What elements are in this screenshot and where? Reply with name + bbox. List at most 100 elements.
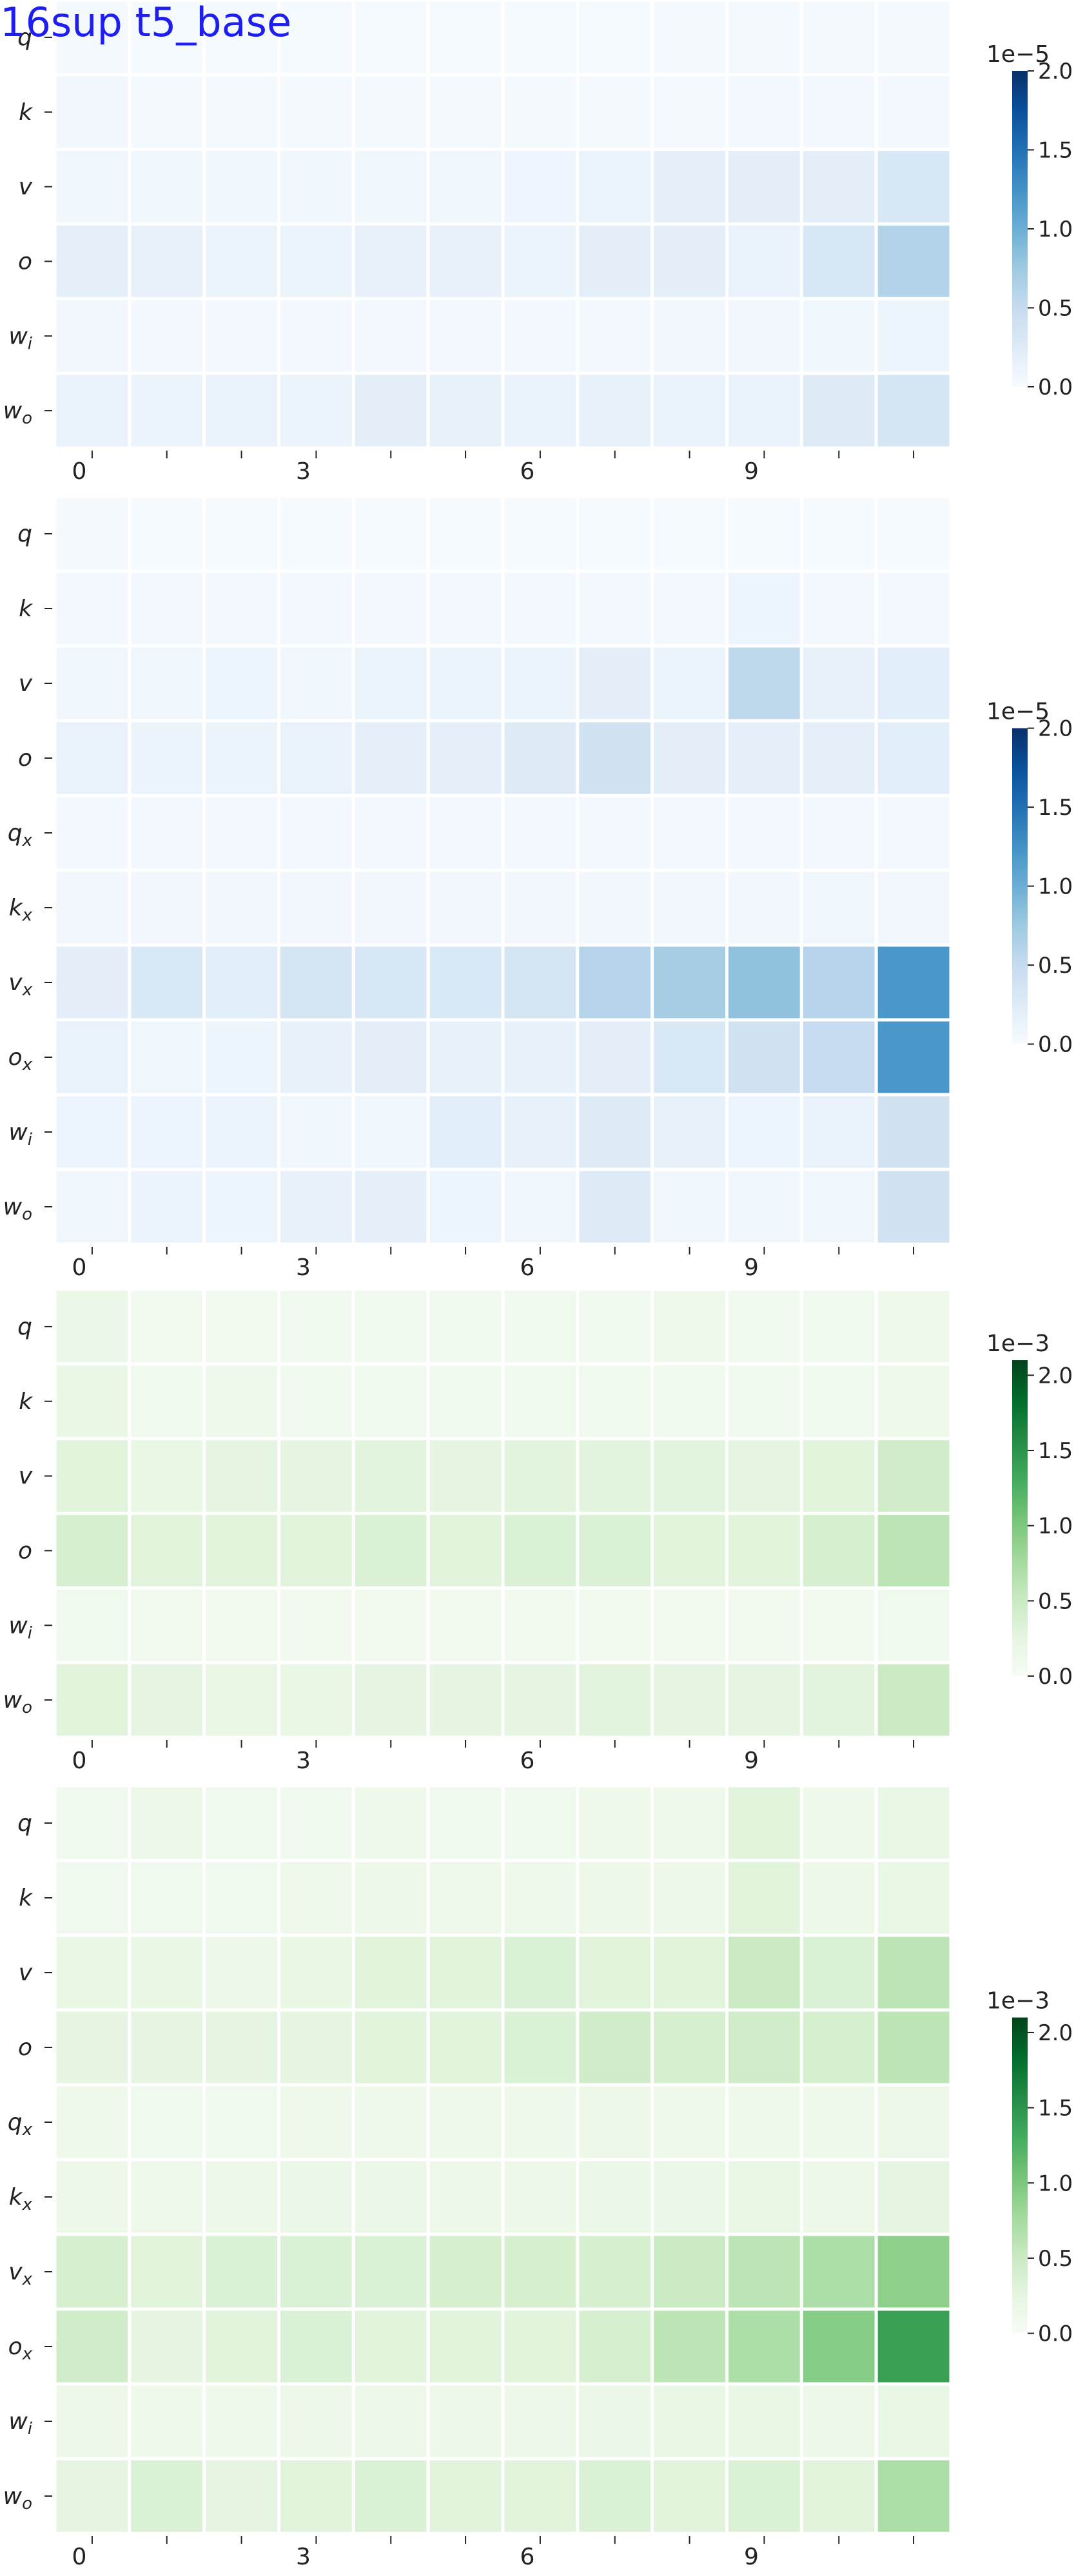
heatmap-cell (725, 1362, 803, 1441)
heatmap-cell (128, 868, 206, 947)
heatmap-cell (426, 719, 505, 797)
x-tick-label: 0 (72, 458, 86, 485)
heatmap-cell (874, 1437, 953, 1516)
heatmap-cell (128, 794, 206, 872)
heatmap-cell (53, 1661, 132, 1739)
heatmap-cell (426, 2083, 505, 2161)
y-tick-label: o (18, 1537, 32, 1564)
heatmap-cell (576, 1859, 654, 1937)
heatmap-cell (53, 1018, 132, 1097)
heatmap-cell (426, 73, 505, 151)
heatmap-cell (501, 371, 580, 450)
heatmap-cell (128, 943, 206, 1022)
heatmap-cell (501, 2382, 580, 2461)
heatmap-cell (576, 2083, 654, 2161)
heatmap-cell (874, 1933, 953, 2012)
heatmap-cell (650, 943, 729, 1022)
heatmap-cell (202, 1784, 280, 1862)
heatmap-cell (650, 719, 729, 797)
heatmap-cell (576, 1093, 654, 1171)
heatmap-cell (874, 148, 953, 226)
heatmap-cell (128, 644, 206, 723)
heatmap-cell (576, 1586, 654, 1664)
y-tick-label: k (19, 596, 34, 622)
heatmap-cell (277, 1859, 355, 1937)
heatmap-cell (351, 1018, 430, 1097)
colorbar-tick-label: 0.5 (1038, 2246, 1073, 2272)
heatmap-cell (725, 868, 803, 947)
heatmap-cell (351, 794, 430, 872)
heatmap-cell (53, 494, 132, 573)
heatmap-cell (426, 2457, 505, 2535)
heatmap-cell (501, 2307, 580, 2386)
heatmap-cell (128, 0, 206, 77)
heatmap-cell (501, 2457, 580, 2535)
heatmap-cell (426, 569, 505, 648)
heatmap-cell (501, 794, 580, 872)
heatmap-panel-4: q k v o qx kx vx ox wi wo 0 3 6 9 1e−3 0.0 0.5 1.0 1.5 2.0 (3, 1784, 1073, 2570)
heatmap-cell (725, 2083, 803, 2161)
heatmap-cell (53, 297, 132, 375)
heatmap-cell (202, 1586, 280, 1664)
heatmap-cell (650, 2382, 729, 2461)
heatmap-cell (501, 1661, 580, 1739)
heatmap-cell (53, 1093, 132, 1171)
heatmap-cell (799, 569, 878, 648)
heatmap-cell (799, 644, 878, 723)
heatmap-cell (351, 943, 430, 1022)
heatmap-cell (128, 1093, 206, 1171)
heatmap-cell (576, 868, 654, 947)
heatmap-cell (277, 1512, 355, 1590)
heatmap-cell (874, 1661, 953, 1739)
heatmap-cell (799, 1167, 878, 1246)
heatmap-cell (202, 1933, 280, 2012)
heatmap-cell (501, 148, 580, 226)
heatmap-cell (202, 794, 280, 872)
heatmap-cell (277, 569, 355, 648)
heatmap-cell (202, 148, 280, 226)
heatmap-cell (501, 1018, 580, 1097)
heatmap-cell (351, 2008, 430, 2087)
heatmap-cell (650, 1287, 729, 1366)
heatmap-cell (351, 2158, 430, 2236)
heatmap-panel-1: q k v o wi wo 0 3 6 9 1e−5 0.0 0.5 1.0 1.5 2.0 (3, 0, 1073, 485)
heatmap-cell (426, 1093, 505, 1171)
heatmap-cell (725, 1018, 803, 1097)
heatmap-cell (426, 1661, 505, 1739)
y-tick-label: wi (8, 1119, 32, 1149)
heatmap-cell (874, 644, 953, 723)
heatmap-cell (874, 1287, 953, 1366)
heatmap-cell (501, 2232, 580, 2311)
heatmap-cell (576, 1437, 654, 1516)
heatmap-cell (576, 73, 654, 151)
heatmap-cell (426, 1018, 505, 1097)
heatmap-cell (799, 148, 878, 226)
y-tick-label: wo (3, 1687, 32, 1717)
heatmap-cell (53, 2457, 132, 2535)
heatmap-cell (576, 1933, 654, 2012)
heatmap-cell (351, 1859, 430, 1937)
heatmap-cell (650, 1093, 729, 1171)
x-tick-label: 6 (520, 2544, 534, 2570)
heatmap-cell (128, 222, 206, 300)
heatmap-cell (351, 868, 430, 947)
heatmap-cell (650, 1018, 729, 1097)
colorbar-tick-label: 1.5 (1038, 1438, 1073, 1464)
heatmap-cell (53, 371, 132, 450)
colorbar-exponent: 1e−3 (986, 1331, 1050, 1357)
heatmap-cell (351, 2382, 430, 2461)
heatmap-cell (277, 644, 355, 723)
y-tick-label: o (18, 2034, 32, 2061)
heatmap-cell (650, 1437, 729, 1516)
heatmap-cell (277, 943, 355, 1022)
heatmap-cell (277, 1933, 355, 2012)
heatmap-cell (426, 868, 505, 947)
colorbar-tick-label: 0.5 (1038, 296, 1073, 322)
heatmap-cell (725, 2158, 803, 2236)
heatmap-cell (277, 1784, 355, 1862)
heatmap-cell (351, 1287, 430, 1366)
heatmap-cell (53, 1586, 132, 1664)
heatmap-cell (725, 73, 803, 151)
colorbar-tick-label: 1.0 (1038, 1514, 1073, 1539)
heatmap-cell (874, 0, 953, 77)
